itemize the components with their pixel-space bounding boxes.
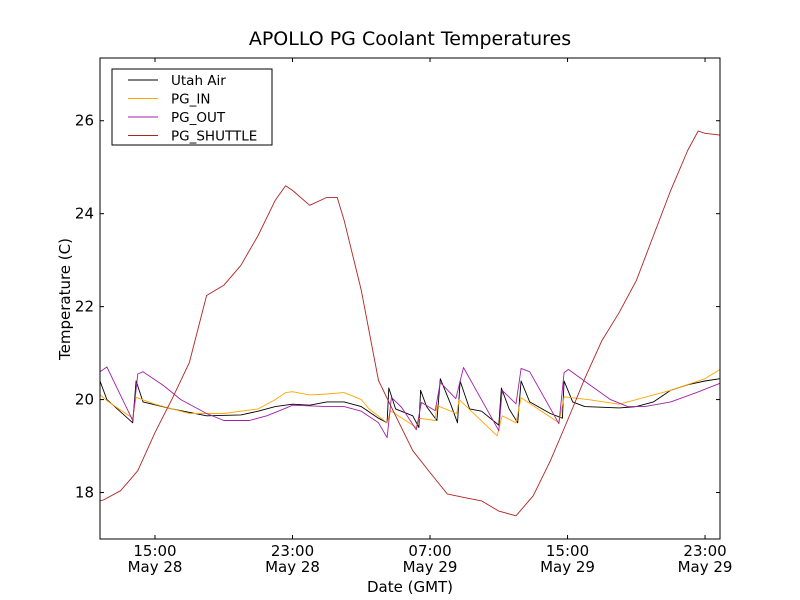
y-tick-label: 22 <box>75 298 94 316</box>
chart-title: APOLLO PG Coolant Temperatures <box>249 28 571 50</box>
x-tick-label-date: May 29 <box>403 558 458 576</box>
series-line-pg-shuttle <box>99 130 721 517</box>
legend-label: PG_SHUTTLE <box>171 129 257 145</box>
legend-box <box>111 68 273 146</box>
x-axis-label: Date (GMT) <box>367 578 453 596</box>
x-tick-label-time: 07:00 <box>408 542 451 560</box>
axes-frame <box>99 57 721 540</box>
legend-label: PG_OUT <box>171 110 226 126</box>
x-tick-label-date: May 28 <box>128 558 183 576</box>
legend-items: Utah Air PG_IN PG_OUT PG_SHUTTLE <box>128 73 257 145</box>
y-tick-label: 18 <box>75 484 94 502</box>
x-tick-label-time: 23:00 <box>683 542 726 560</box>
series-line-pg-out <box>99 366 721 439</box>
x-tick-label-date: May 28 <box>265 558 320 576</box>
legend: Utah Air PG_IN PG_OUT PG_SHUTTLE <box>111 68 273 146</box>
x-tick-label-time: 15:00 <box>546 542 589 560</box>
y-tick-label: 26 <box>75 112 94 130</box>
series-line-pg-in <box>99 369 721 437</box>
x-tick-label-date: May 29 <box>678 558 733 576</box>
series-layer <box>99 130 721 517</box>
y-tick-label: 20 <box>75 391 94 409</box>
x-tick-label-date: May 29 <box>540 558 595 576</box>
y-axis-label: Temperature (C) <box>56 238 74 361</box>
legend-label: PG_IN <box>171 92 210 108</box>
x-tick-label-time: 23:00 <box>271 542 314 560</box>
x-tick-label-time: 15:00 <box>133 542 176 560</box>
legend-label: Utah Air <box>171 73 226 89</box>
y-tick-label: 24 <box>75 205 94 223</box>
